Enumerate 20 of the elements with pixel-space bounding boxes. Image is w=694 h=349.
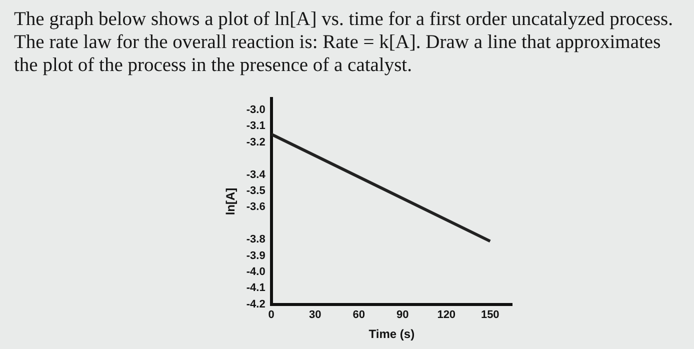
x-tick-label: 120 [437, 309, 456, 322]
chart-title: The graph below shows a plot of ln[A] vs. time for a first order uncatalyzed process. The rate law for the overall reaction is: Rate = k[A]. Draw a line that approximates the plot of the process in the presence of a catalyst. [14, 8, 674, 77]
y-tick-label: -3.8 [246, 234, 266, 246]
y-axis-title: ln[A] [224, 188, 238, 216]
y-tick-label: -3.0 [246, 104, 266, 116]
y-tick-label: -3.4 [246, 168, 266, 181]
x-tick-label: 150 [480, 309, 500, 322]
x-tick-label: 30 [308, 309, 322, 322]
x-axis-title: Time (s) [368, 327, 415, 342]
x-tick-label: 60 [352, 309, 365, 322]
y-tick-label: -3.1 [246, 120, 266, 132]
y-tick-label: -4.1 [246, 282, 266, 294]
y-tick-label: -4.2 [246, 298, 266, 310]
y-tick-label: -3.9 [246, 250, 266, 262]
y-tick-label: -3.5 [246, 185, 266, 197]
y-tick-label: -3.2 [246, 136, 266, 148]
x-tick-label: 0 [268, 309, 274, 322]
x-tick-label: 90 [396, 309, 409, 322]
y-tick-label: -3.6 [246, 201, 266, 214]
y-tick-label: -4.0 [246, 266, 266, 278]
